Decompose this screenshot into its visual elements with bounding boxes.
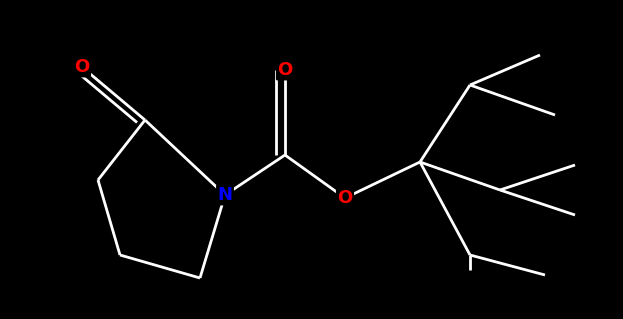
Text: O: O (74, 58, 90, 76)
Text: N: N (217, 186, 232, 204)
Text: O: O (338, 189, 353, 207)
Text: O: O (277, 61, 293, 79)
